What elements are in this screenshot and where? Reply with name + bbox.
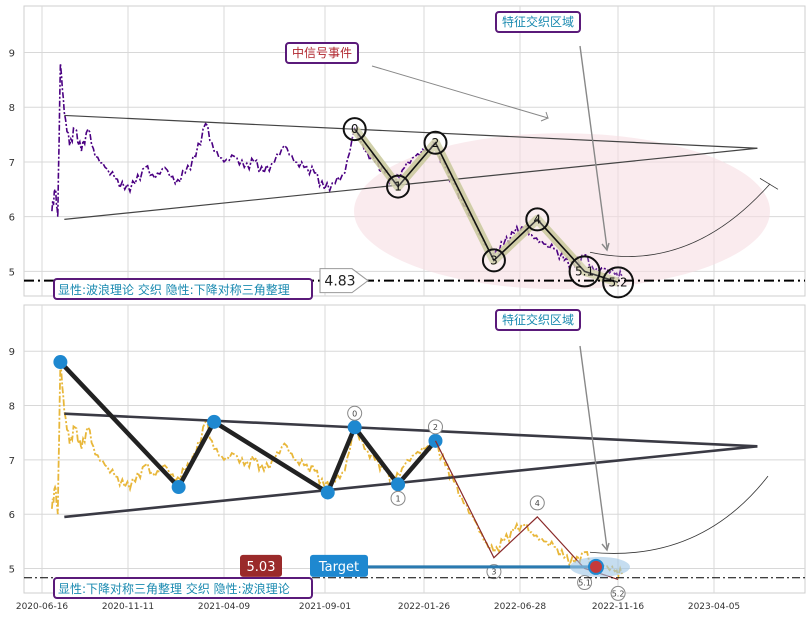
bottom-zigzag-point bbox=[347, 420, 362, 435]
bottom-wave-label: 3 bbox=[491, 568, 496, 577]
bottom-zigzag-point bbox=[53, 355, 68, 370]
bottom-wave-label: 0 bbox=[352, 409, 357, 418]
top-wave-label: 2 bbox=[432, 136, 440, 150]
top-event-callout-box bbox=[285, 42, 359, 64]
top-level-arrow bbox=[319, 268, 369, 294]
bottom-wave-marker bbox=[577, 575, 593, 591]
bottom-wave-label: 5.1 bbox=[578, 579, 591, 588]
top-wave-marker bbox=[602, 266, 635, 299]
top-y-tick-label: 9 bbox=[9, 49, 15, 60]
top-area-arrow bbox=[579, 45, 610, 252]
x-tick-label: 2021-09-01 bbox=[299, 602, 351, 612]
bottom-area-callout-box bbox=[495, 309, 581, 331]
top-y-tick-label: 6 bbox=[9, 213, 15, 224]
top-wave-line bbox=[354, 128, 619, 284]
bottom-y-tick-label: 8 bbox=[9, 402, 15, 413]
top-y-tick-label: 5 bbox=[9, 267, 15, 278]
top-y-tick-label: 7 bbox=[9, 158, 15, 169]
bottom-badge-box bbox=[240, 554, 282, 577]
top-y-tick-label: 8 bbox=[9, 103, 15, 114]
top-wave-label: 5.2 bbox=[609, 275, 628, 289]
top-wave-label: 4 bbox=[533, 212, 541, 226]
bottom-wave-marker bbox=[610, 585, 626, 601]
top-wave-label: 0 bbox=[351, 122, 359, 136]
bottom-zigzag-point bbox=[320, 485, 335, 500]
bottom-footer-text: 显性:下降对称三角整理 交织 隐性:波浪理论 bbox=[58, 581, 290, 596]
bottom-plot-area bbox=[23, 304, 806, 594]
bottom-y-tick-label: 6 bbox=[9, 510, 15, 521]
bottom-wave-marker bbox=[390, 490, 406, 506]
bottom-triangle-lower bbox=[64, 444, 758, 519]
top-projection-tick bbox=[759, 178, 779, 190]
bottom-y-tick-label: 9 bbox=[9, 347, 15, 358]
bottom-panel: 9 8 7 6 5 0 1 2 3 4 5.1 5.2 5.03 Target 特征交织区域显性:下降对称三… bbox=[9, 304, 806, 601]
x-tick-label: 2022-11-16 bbox=[592, 602, 645, 612]
bottom-wave-label: 2 bbox=[433, 423, 438, 432]
bottom-wave-label: 1 bbox=[395, 494, 400, 503]
top-wave-label: 3 bbox=[490, 253, 498, 267]
top-footer-box bbox=[53, 278, 313, 300]
bottom-wave-label: 5.2 bbox=[612, 589, 625, 598]
x-tick-label: 2022-06-28 bbox=[494, 602, 547, 612]
top-wave-marker bbox=[423, 130, 448, 155]
bottom-target-marker bbox=[588, 558, 604, 575]
top-wave-marker bbox=[525, 207, 550, 232]
bottom-y-tick-label: 7 bbox=[9, 456, 15, 467]
x-axis: 2020-06-16 2020-11-11 2021-04-09 2021-09-01… bbox=[16, 602, 740, 612]
top-footer-text: 显性:波浪理论 交织 隐性:下降对称三角整理 bbox=[58, 282, 290, 297]
bottom-zigzag-point bbox=[207, 414, 222, 429]
top-wave-marker bbox=[386, 174, 411, 199]
top-wave-label: 5.1 bbox=[575, 264, 594, 278]
bottom-area-callout: 特征交织区域 bbox=[502, 312, 574, 327]
x-tick-label: 2023-04-05 bbox=[688, 602, 740, 612]
bottom-wave-marker bbox=[427, 419, 443, 435]
top-wave-marker bbox=[568, 255, 601, 288]
bottom-wave-marker bbox=[529, 495, 545, 511]
bottom-badge-value: 5.03 bbox=[247, 560, 276, 575]
bottom-wave-marker bbox=[347, 405, 363, 421]
bottom-zigzag-point bbox=[391, 477, 406, 492]
x-tick-label: 2020-06-16 bbox=[16, 602, 69, 612]
top-wave-marker bbox=[481, 248, 506, 273]
bottom-price-series bbox=[51, 362, 623, 580]
bottom-zigzag-point bbox=[171, 480, 186, 495]
top-wave-label: 1 bbox=[394, 180, 402, 194]
top-area-callout: 特征交织区域 bbox=[502, 14, 574, 29]
top-area-callout-box bbox=[495, 11, 581, 33]
bottom-projection-curve bbox=[589, 475, 769, 554]
top-projection-curve bbox=[589, 183, 771, 257]
bottom-wave-label: 4 bbox=[535, 499, 540, 508]
top-triangle-upper bbox=[64, 114, 758, 149]
x-tick-label: 2022-01-26 bbox=[398, 602, 451, 612]
bottom-triangle-upper bbox=[64, 412, 758, 448]
top-wave-marker bbox=[342, 117, 367, 142]
top-event-callout: 中信号事件 bbox=[292, 45, 352, 60]
bottom-area-arrow bbox=[579, 345, 610, 552]
top-triangle-lower bbox=[64, 147, 758, 220]
bottom-y-tick-label: 5 bbox=[9, 565, 15, 576]
bottom-target-label: Target bbox=[318, 560, 359, 575]
top-event-arrow bbox=[371, 65, 549, 122]
bottom-footer-box bbox=[53, 577, 313, 599]
x-tick-label: 2020-11-11 bbox=[102, 602, 154, 612]
top-highlight-ellipse bbox=[354, 133, 770, 290]
top-level-label: 4.83 bbox=[324, 274, 355, 290]
bottom-target-box bbox=[310, 554, 368, 577]
x-tick-label: 2021-04-09 bbox=[198, 602, 251, 612]
